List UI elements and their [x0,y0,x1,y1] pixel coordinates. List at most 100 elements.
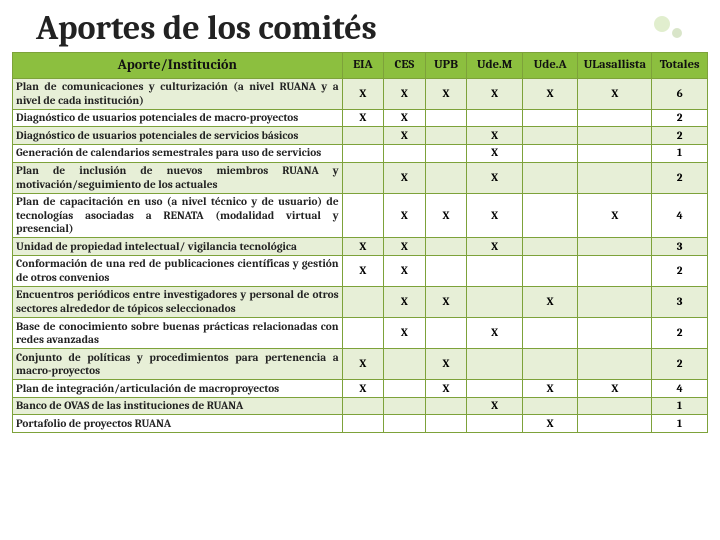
cell: X [467,78,523,109]
table-row: Encuentros periódicos entre investigador… [13,286,708,317]
cell: X [467,238,523,256]
table-row: Plan de comunicaciones y culturización (… [13,78,708,109]
cell: X [384,318,426,349]
cell: X [467,397,523,415]
cell: X [384,127,426,145]
cell [384,144,426,162]
cell: X [342,238,384,256]
col-totales: Totales [652,53,708,79]
cell [522,193,578,238]
row-desc: Conformación de una red de publicaciones… [13,255,343,286]
table-row: Generación de calendarios semestrales pa… [13,144,708,162]
cell: X [384,109,426,127]
cell [578,255,652,286]
cell [467,380,523,398]
cell [467,349,523,380]
cell [425,415,467,433]
row-desc: Generación de calendarios semestrales pa… [13,144,343,162]
cell [578,397,652,415]
cell: X [425,286,467,317]
cell: X [425,78,467,109]
cell [467,109,523,127]
cell: X [522,380,578,398]
aportes-table: Aporte/Institución EIA CES UPB Ude.M Ude… [12,52,708,433]
cell [467,415,523,433]
cell: X [467,162,523,193]
cell: X [467,193,523,238]
cell: X [384,162,426,193]
col-ulasallista: ULasallista [578,53,652,79]
row-desc: Portafolio de proyectos RUANA [13,415,343,433]
table-row: Plan de inclusión de nuevos miembros RUA… [13,162,708,193]
cell [342,162,384,193]
cell: 1 [652,144,708,162]
cell: 6 [652,78,708,109]
row-desc: Diagnóstico de usuarios potenciales de m… [13,109,343,127]
cell: X [425,380,467,398]
cell: X [384,193,426,238]
table-row: Portafolio de proyectos RUANA X 1 [13,415,708,433]
cell: X [384,286,426,317]
cell [578,144,652,162]
table-row: Plan de integración/articulación de macr… [13,380,708,398]
cell [425,144,467,162]
cell [425,238,467,256]
row-desc: Plan de comunicaciones y culturización (… [13,78,343,109]
cell [425,109,467,127]
cell: 3 [652,238,708,256]
cell: 2 [652,109,708,127]
row-desc: Unidad de propiedad intelectual/ vigilan… [13,238,343,256]
cell: 2 [652,318,708,349]
cell: X [384,238,426,256]
cell [522,397,578,415]
cell [467,286,523,317]
cell [342,144,384,162]
row-desc: Diagnóstico de usuarios potenciales de s… [13,127,343,145]
cell [578,127,652,145]
col-udem: Ude.M [467,53,523,79]
cell [342,397,384,415]
cell [522,144,578,162]
cell [578,349,652,380]
row-desc: Plan de inclusión de nuevos miembros RUA… [13,162,343,193]
table-row: Unidad de propiedad intelectual/ vigilan… [13,238,708,256]
cell: 4 [652,380,708,398]
cell: 2 [652,162,708,193]
cell [578,162,652,193]
cell [467,255,523,286]
cell: X [578,78,652,109]
cell [578,109,652,127]
cell: X [578,193,652,238]
cell [342,127,384,145]
header-row: Aporte/Institución EIA CES UPB Ude.M Ude… [13,53,708,79]
cell: 2 [652,255,708,286]
cell: X [342,349,384,380]
cell [384,380,426,398]
cell [342,318,384,349]
cell [425,127,467,145]
cell [425,162,467,193]
cell [342,415,384,433]
row-desc: Encuentros periódicos entre investigador… [13,286,343,317]
cell [522,109,578,127]
cell: X [578,380,652,398]
cell: X [342,255,384,286]
cell: X [467,127,523,145]
cell [384,397,426,415]
cell [578,415,652,433]
cell [522,127,578,145]
cell: X [342,380,384,398]
row-desc: Base de conocimiento sobre buenas prácti… [13,318,343,349]
cell: X [522,286,578,317]
cell: X [467,144,523,162]
table-row: Conjunto de políticas y procedimientos p… [13,349,708,380]
cell: X [522,415,578,433]
cell [425,318,467,349]
cell [384,349,426,380]
cell: 1 [652,415,708,433]
table-row: Banco de OVAS de las instituciones de RU… [13,397,708,415]
cell: X [467,318,523,349]
cell [425,255,467,286]
row-desc: Plan de capacitación en uso (a nivel téc… [13,193,343,238]
cell [522,255,578,286]
